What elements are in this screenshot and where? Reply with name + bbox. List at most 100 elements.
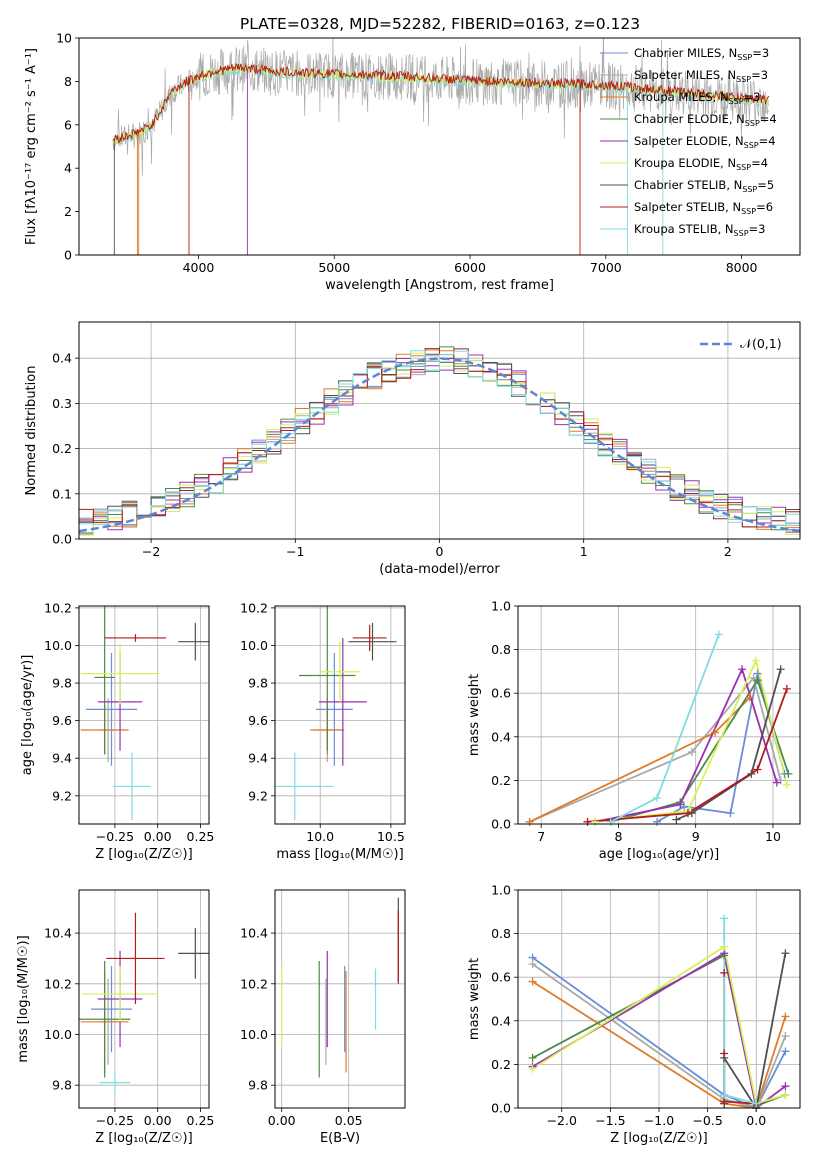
data-point-marker [745, 693, 754, 702]
data-point-marker [720, 1090, 729, 1099]
data-point-marker [781, 1047, 790, 1056]
series-line [610, 633, 720, 823]
y-tick-label: 0.2 [491, 1057, 511, 1072]
plot-area [281, 897, 399, 1078]
data-point-marker [528, 1064, 537, 1073]
y-tick-label: 4 [64, 161, 72, 176]
data-point-marker [784, 769, 793, 778]
y-tick-label: 9.4 [248, 751, 268, 766]
y-tick-label: 0.8 [491, 926, 511, 941]
series-line [610, 678, 790, 823]
y-tick-label: 10.0 [240, 638, 268, 653]
spectrum-model-line [112, 62, 770, 144]
axes-frame [78, 605, 210, 825]
x-tick-label: 8 [614, 829, 622, 844]
histogram-step [79, 348, 800, 528]
data-point-marker [687, 748, 696, 757]
axes-frame [78, 37, 801, 256]
data-point-marker [738, 665, 747, 674]
x-tick-label: 2 [724, 544, 732, 559]
series-line [532, 951, 786, 1108]
panel-age_vs_Z: −0.25 0.00 0.25 9.2 9.4 9.6 9.8 10.0 10.2 Z [log₁… [20, 600, 214, 862]
axes-frame [517, 605, 801, 825]
x-axis-label: mass [log₁₀(M/M☉)] [276, 847, 403, 862]
data-point-marker [726, 809, 735, 818]
x-tick-label: 0.25 [187, 1113, 215, 1128]
y-tick-label: 9.8 [248, 1078, 268, 1093]
y-tick-label: 0.0 [491, 1101, 511, 1116]
data-point-marker [591, 817, 600, 826]
y-tick-label: 10.2 [240, 976, 268, 991]
x-tick-label: 10 [765, 829, 781, 844]
legend-entry: Salpeter STELIB, NSSP=6 [634, 200, 773, 216]
series-line [532, 945, 786, 1105]
data-point-marker [747, 769, 756, 778]
plot-area [79, 912, 209, 1093]
data-point-marker [711, 728, 720, 737]
y-tick-label: 9.2 [52, 788, 72, 803]
y-tick-label: 10.0 [240, 1027, 268, 1042]
plot-area [112, 38, 770, 255]
legend-entry: Kroupa ELODIE, NSSP=4 [634, 156, 768, 172]
x-axis-label: wavelength [Angstrom, rest frame] [325, 278, 554, 293]
plot-area [275, 606, 397, 821]
x-axis-label: Z [log₁₀(Z/Z☉)] [95, 847, 192, 862]
data-point-marker [672, 815, 681, 824]
legend-entry: Salpeter MILES, NSSP=3 [634, 68, 768, 84]
x-tick-label: −1 [286, 544, 304, 559]
x-tick-label: −0.25 [96, 1113, 134, 1128]
x-tick-label: 0.05 [335, 1113, 363, 1128]
legend-entry: Salpeter ELODIE, NSSP=4 [634, 134, 776, 150]
series-line [595, 666, 778, 823]
x-tick-label: 0 [436, 544, 444, 559]
y-tick-label: 9.2 [248, 788, 268, 803]
y-tick-label: 10.2 [44, 976, 72, 991]
y-tick-label: 1.0 [491, 883, 511, 898]
series-line [532, 980, 787, 1108]
x-tick-label: −2 [142, 544, 160, 559]
x-tick-label: −2.0 [547, 1113, 577, 1128]
y-tick-label: 10.4 [44, 926, 72, 941]
series-line [529, 675, 782, 823]
x-axis-label: (data-model)/error [379, 562, 500, 577]
data-point-marker [525, 817, 534, 826]
x-tick-label: 0.00 [144, 1113, 172, 1128]
y-tick-label: 2 [64, 204, 72, 219]
data-point-marker [528, 1053, 537, 1062]
panel-mass_vs_EBV: 0.00 0.05 9.8 10.0 10.2 10.4 E(B-V) [240, 889, 406, 1146]
x-axis-label: age [log₁₀(age/yr)] [599, 847, 720, 862]
x-tick-label: 7 [537, 829, 545, 844]
x-tick-label: 7000 [590, 260, 622, 275]
data-point-marker [752, 1099, 761, 1108]
series-line [723, 953, 787, 1108]
spectrum-data-line [112, 38, 769, 177]
y-axis-label: mass weight [467, 674, 482, 756]
y-tick-label: 10.0 [44, 1027, 72, 1042]
legend-entry: Kroupa MILES, NSSP=3 [634, 90, 760, 106]
y-tick-label: 9.8 [52, 1078, 72, 1093]
histogram-step [79, 346, 800, 535]
legend-entry: Kroupa STELIB, NSSP=3 [634, 222, 765, 238]
normal-curve [79, 357, 800, 533]
x-tick-label: −0.25 [96, 829, 134, 844]
y-tick-label: 0.6 [491, 686, 511, 701]
series-line [532, 956, 787, 1108]
y-tick-label: 0.8 [491, 642, 511, 657]
legend-entry: Chabrier ELODIE, NSSP=4 [634, 112, 777, 128]
panel-spectrum: 4000 5000 6000 7000 8000 0 2 4 6 8 10 wavelength [A… [24, 31, 801, 293]
y-tick-label: 9.4 [52, 751, 72, 766]
data-point-marker [781, 1012, 790, 1021]
axes-frame [517, 889, 801, 1109]
y-tick-label: 0.2 [491, 773, 511, 788]
data-point-marker [781, 1032, 790, 1041]
y-tick-label: 0.4 [52, 351, 72, 366]
axes-frame [274, 605, 406, 825]
x-axis-label: E(B-V) [320, 1131, 360, 1146]
x-tick-label: 5000 [318, 260, 350, 275]
plot-area [80, 606, 209, 821]
x-tick-label: 10.0 [306, 829, 334, 844]
y-tick-label: 9.6 [52, 713, 72, 728]
x-tick-label: −1.5 [595, 1113, 625, 1128]
